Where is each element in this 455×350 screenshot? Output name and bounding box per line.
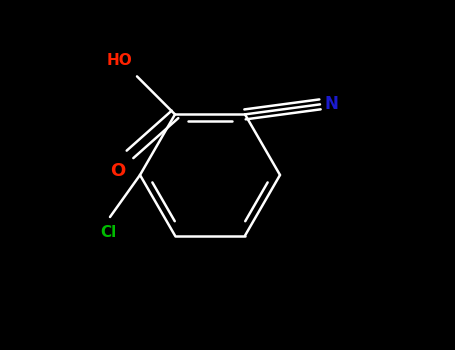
- Text: N: N: [325, 96, 339, 113]
- Text: HO: HO: [106, 54, 132, 68]
- Text: Cl: Cl: [100, 225, 116, 240]
- Text: O: O: [110, 162, 125, 180]
